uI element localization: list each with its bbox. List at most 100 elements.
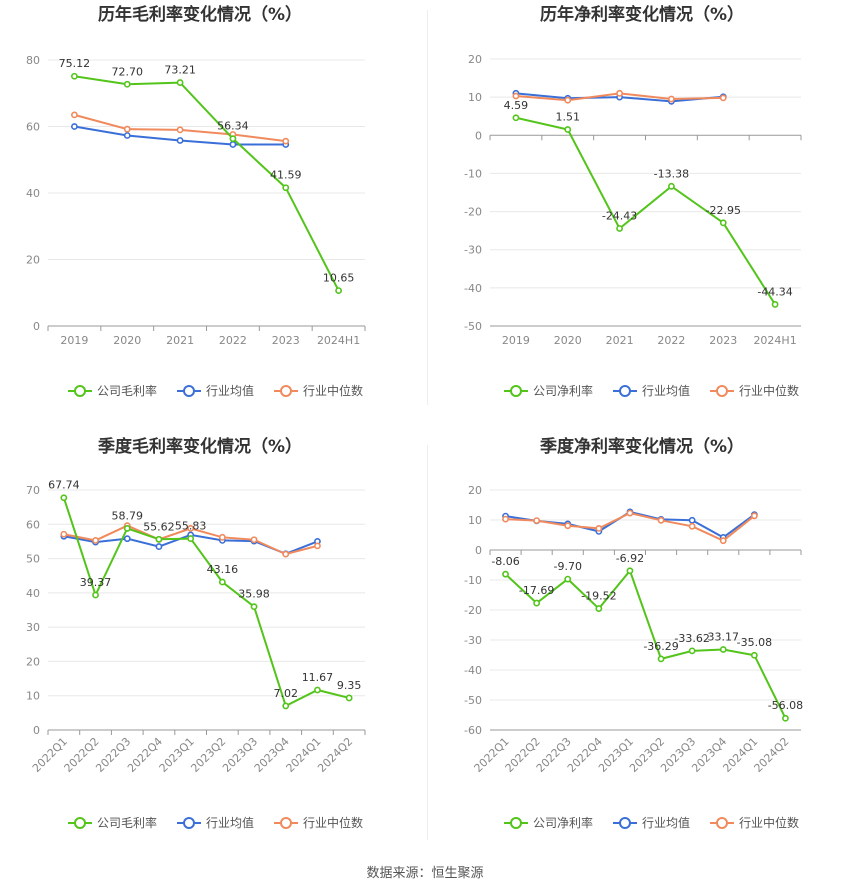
data-label: -17.69 bbox=[519, 584, 554, 597]
data-point-company bbox=[60, 494, 68, 502]
y-tick-label: 0 bbox=[33, 724, 40, 737]
data-point-industry_median bbox=[282, 137, 290, 145]
legend-label: 公司毛利率 bbox=[97, 383, 157, 398]
y-tick-label: 20 bbox=[26, 655, 40, 668]
y-tick-label: 40 bbox=[26, 587, 40, 600]
data-point-industry_median bbox=[564, 522, 572, 530]
data-point-company bbox=[218, 578, 226, 586]
data-label: 73.21 bbox=[164, 64, 196, 77]
x-tick-label: 2022 bbox=[219, 334, 247, 347]
legend-label: 行业中位数 bbox=[739, 383, 799, 398]
y-tick-label: 50 bbox=[26, 553, 40, 566]
data-point-industry_median bbox=[564, 96, 572, 104]
y-tick-label: 0 bbox=[475, 129, 482, 142]
y-tick-label: 60 bbox=[26, 121, 40, 134]
data-label: 75.12 bbox=[59, 57, 91, 70]
data-point-company bbox=[657, 655, 665, 663]
chart-annual-gross-margin: 历年毛利率变化情况（%） 0 20 40 60 80 2019 2020 2021 2022 202… bbox=[0, 0, 425, 410]
data-point-company bbox=[176, 79, 184, 86]
data-point-industry_median bbox=[250, 536, 258, 544]
data-point-company bbox=[282, 184, 290, 192]
data-point-industry_median bbox=[616, 89, 623, 97]
data-point-industry_median bbox=[282, 550, 290, 558]
data-label: 7.02 bbox=[274, 687, 299, 700]
data-point-company bbox=[719, 219, 727, 227]
legend-swatch-marker bbox=[183, 385, 195, 397]
legend-label: 行业均值 bbox=[206, 383, 254, 398]
data-point-company bbox=[155, 535, 163, 543]
y-tick-label: -30 bbox=[464, 634, 482, 647]
x-tick-label: 2024H1 bbox=[753, 334, 796, 347]
data-point-company bbox=[595, 605, 603, 612]
x-tick-label: 2024H1 bbox=[317, 334, 360, 347]
legend-label: 行业中位数 bbox=[739, 815, 799, 830]
chart-quarterly-gross-margin: 季度毛利率变化情况（%） 0 10 20 30 40 50 60 70 2022Q1 2022Q2 2… bbox=[0, 430, 425, 850]
y-tick-label: 20 bbox=[468, 484, 482, 497]
data-point-industry_avg bbox=[123, 535, 131, 543]
data-point-company bbox=[250, 603, 258, 611]
data-label: -13.38 bbox=[654, 167, 689, 180]
legend: 公司净利率 行业均值 行业中位数 bbox=[504, 815, 799, 830]
data-label: -35.08 bbox=[737, 636, 772, 649]
data-label: -19.52 bbox=[581, 590, 616, 603]
data-point-company bbox=[345, 694, 353, 702]
y-tick-label: -10 bbox=[464, 574, 482, 587]
series-line-company bbox=[62, 497, 350, 708]
chart-title: 历年毛利率变化情况（%） bbox=[98, 4, 302, 25]
data-point-industry_median bbox=[187, 525, 195, 532]
y-tick-label: -30 bbox=[464, 244, 482, 257]
data-point-industry_median bbox=[71, 111, 78, 119]
data-point-company bbox=[123, 80, 131, 88]
panel-divider bbox=[427, 445, 428, 840]
data-point-industry_median bbox=[502, 515, 509, 523]
chart-quarterly-net-margin: 季度净利率变化情况（%） -60 -50 -40 -30 -20 -10 0 10 20 2022Q… bbox=[428, 430, 850, 850]
legend-label: 公司毛利率 bbox=[97, 815, 157, 830]
legend-swatch-marker bbox=[74, 817, 86, 829]
series-line-company bbox=[515, 116, 776, 305]
data-point-industry_avg bbox=[71, 123, 78, 130]
y-tick-label: -20 bbox=[464, 206, 482, 219]
data-point-industry_median bbox=[688, 522, 696, 530]
data-source-note: 数据来源：恒生聚源 bbox=[366, 866, 484, 881]
x-tick-label: 2020 bbox=[113, 334, 141, 347]
data-point-industry_median bbox=[668, 95, 675, 103]
legend-label: 行业中位数 bbox=[303, 383, 363, 398]
data-point-industry_median bbox=[657, 516, 665, 524]
legend-swatch-marker bbox=[183, 817, 195, 829]
x-tick-label: 2022 bbox=[657, 334, 685, 347]
data-point-industry_median bbox=[750, 512, 758, 520]
y-tick-label: 10 bbox=[26, 690, 40, 703]
data-point-company bbox=[282, 702, 290, 710]
data-point-company bbox=[502, 570, 509, 578]
y-tick-label: -50 bbox=[464, 320, 482, 333]
data-point-industry_median bbox=[533, 517, 541, 524]
data-point-company bbox=[782, 714, 789, 722]
legend-label: 公司净利率 bbox=[533, 383, 593, 398]
legend-swatch-marker bbox=[280, 817, 292, 829]
data-label: 11.67 bbox=[302, 671, 334, 684]
data-label: -33.62 bbox=[674, 632, 709, 645]
data-label: -36.29 bbox=[643, 640, 678, 653]
legend-label: 行业均值 bbox=[642, 383, 690, 398]
x-tick-label: 2019 bbox=[502, 334, 530, 347]
data-label: -44.34 bbox=[757, 285, 792, 298]
data-label: 72.70 bbox=[112, 65, 144, 78]
x-tick-label: 2019 bbox=[60, 334, 88, 347]
legend-swatch-marker bbox=[716, 817, 728, 829]
legend-label: 行业中位数 bbox=[303, 815, 363, 830]
y-tick-label: 70 bbox=[26, 484, 40, 497]
legend: 公司毛利率 行业均值 行业中位数 bbox=[68, 815, 363, 830]
x-tick-label: 2024Q2 bbox=[752, 735, 792, 775]
data-point-company bbox=[314, 686, 321, 694]
data-label: 4.59 bbox=[504, 99, 529, 112]
x-tick-label: 2023 bbox=[709, 334, 737, 347]
data-point-industry_median bbox=[314, 542, 321, 550]
panel-divider bbox=[427, 10, 428, 405]
data-point-industry_median bbox=[719, 94, 727, 102]
data-point-industry_avg bbox=[155, 543, 163, 550]
data-point-company bbox=[512, 114, 520, 122]
y-tick-label: -10 bbox=[464, 167, 482, 180]
data-point-industry_median bbox=[92, 537, 99, 544]
x-tick-label: 2023 bbox=[272, 334, 300, 347]
data-point-industry_median bbox=[512, 92, 520, 100]
